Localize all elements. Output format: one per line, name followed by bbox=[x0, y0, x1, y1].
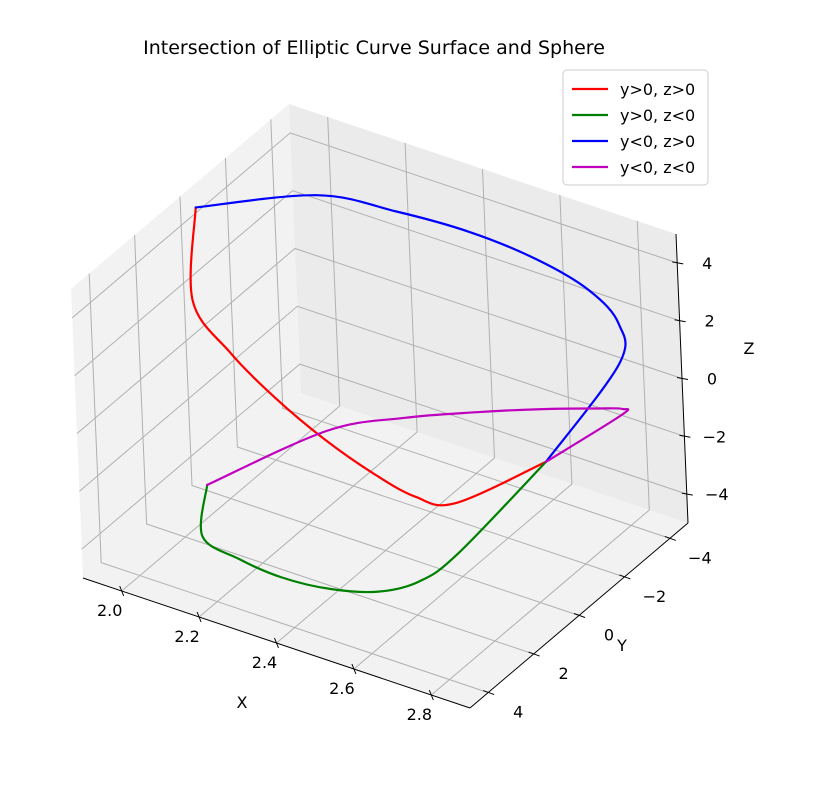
chart-title: Intersection of Elliptic Curve Surface a… bbox=[143, 37, 605, 59]
legend: y>0, z>0 y>0, z<0 y<0, z>0 y<0, z<0 bbox=[562, 69, 709, 186]
y-axis-label: Y bbox=[616, 636, 627, 655]
x-grid-line bbox=[276, 168, 496, 644]
z-tick-mark bbox=[679, 434, 691, 438]
x-tick-label: 2.2 bbox=[174, 627, 199, 646]
y-grid-line bbox=[270, 119, 670, 539]
axis-lines bbox=[82, 233, 693, 709]
z-tick-mark bbox=[681, 492, 693, 496]
y-grid-line bbox=[179, 196, 580, 616]
y-tick-label: −2 bbox=[643, 587, 667, 606]
z-grid-line bbox=[79, 305, 685, 492]
series-line-2 bbox=[199, 460, 547, 594]
x-tick-label: 2.4 bbox=[252, 653, 277, 672]
legend-label: y<0, z<0 bbox=[620, 158, 695, 177]
z-tick-label: 0 bbox=[707, 370, 717, 389]
series-line-1 bbox=[189, 206, 547, 507]
legend-label: y>0, z>0 bbox=[620, 80, 695, 99]
y-tick-mark bbox=[528, 651, 540, 657]
series-line-3 bbox=[194, 194, 627, 463]
z-tick-mark bbox=[676, 377, 689, 380]
tick-labels: 2.0 2.2 2.4 2.6 2.8 −4 −2 0 2 4 −4 −2 0 2 4 bbox=[97, 254, 729, 724]
x-tick-mark bbox=[196, 611, 202, 623]
x-tick-label: 2.6 bbox=[329, 679, 354, 698]
y-tick-label: 4 bbox=[513, 703, 523, 722]
z-tick-label: 2 bbox=[705, 312, 715, 331]
y-grid-line bbox=[134, 234, 534, 655]
y-grid-line bbox=[88, 273, 489, 694]
y-tick-label: −4 bbox=[688, 548, 712, 567]
y-tick-label: 2 bbox=[558, 664, 568, 683]
z-grid-line bbox=[76, 247, 683, 434]
z-grid-line bbox=[81, 363, 687, 550]
y-tick-label: 0 bbox=[604, 626, 614, 645]
legend-label: y<0, z>0 bbox=[620, 132, 695, 151]
curve-series bbox=[189, 194, 630, 594]
z-tick-mark bbox=[674, 319, 686, 323]
series-line-4 bbox=[206, 407, 630, 486]
z-tick-label: 4 bbox=[702, 254, 712, 273]
z-axis-label: Z bbox=[744, 339, 755, 358]
x-tick-label: 2.0 bbox=[97, 601, 122, 620]
y-grid-line bbox=[224, 157, 625, 578]
z-grid-line bbox=[71, 132, 678, 319]
x-tick-mark bbox=[274, 637, 279, 649]
legend-label: y>0, z<0 bbox=[620, 106, 695, 125]
legend-box bbox=[562, 69, 709, 186]
x-grid-line bbox=[430, 220, 650, 696]
z-grid-line bbox=[74, 190, 680, 377]
y-tick-mark bbox=[619, 574, 631, 580]
x-tick-mark bbox=[119, 585, 125, 597]
z-tick-label: −4 bbox=[705, 485, 729, 504]
y-tick-mark bbox=[664, 535, 677, 541]
grid-lines bbox=[71, 116, 687, 696]
x-grid-line bbox=[198, 142, 418, 618]
x-tick-label: 2.8 bbox=[407, 705, 432, 724]
y-tick-mark bbox=[573, 613, 586, 618]
x-tick-mark bbox=[428, 689, 434, 701]
x-tick-mark bbox=[351, 663, 357, 675]
y-tick-mark bbox=[482, 690, 495, 696]
x-axis-label: X bbox=[237, 693, 248, 712]
z-tick-mark bbox=[672, 261, 684, 265]
x-grid-line bbox=[353, 194, 573, 670]
z-tick-label: −2 bbox=[703, 427, 727, 446]
x-grid-line bbox=[121, 116, 341, 592]
